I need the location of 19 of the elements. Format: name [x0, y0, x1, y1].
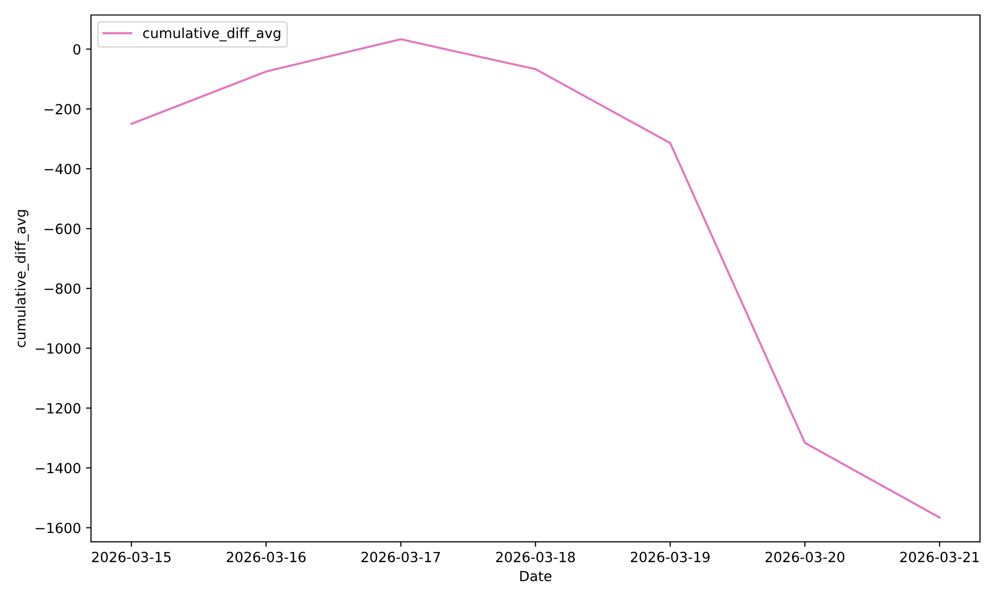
- y-tick-label: 0: [73, 44, 80, 55]
- y-tick-label: −800: [44, 283, 80, 294]
- y-tick-label: −1400: [36, 462, 80, 474]
- x-tick-label: 2026-03-20: [766, 552, 844, 562]
- x-axis-title: Date: [520, 570, 552, 582]
- y-tick-label: −400: [44, 164, 80, 174]
- x-tick-label: 2026-03-16: [226, 552, 306, 562]
- y-tick-label: −1000: [36, 343, 80, 354]
- x-tick-label: 2026-03-18: [496, 552, 575, 562]
- y-tick-label: −600: [44, 224, 80, 234]
- y-tick-label: −200: [44, 104, 80, 114]
- x-tick-label: 2026-03-21: [900, 552, 979, 562]
- legend-label: cumulative_diff_avg: [143, 28, 280, 42]
- x-tick-label: 2026-03-19: [630, 552, 710, 562]
- y-tick-label: −1200: [36, 403, 80, 414]
- x-tick-label: 2026-03-15: [92, 552, 171, 562]
- y-tick-label: −1600: [36, 522, 80, 534]
- x-tick-label: 2026-03-17: [361, 552, 440, 562]
- y-axis-title: cumulative_diff_avg: [14, 210, 29, 348]
